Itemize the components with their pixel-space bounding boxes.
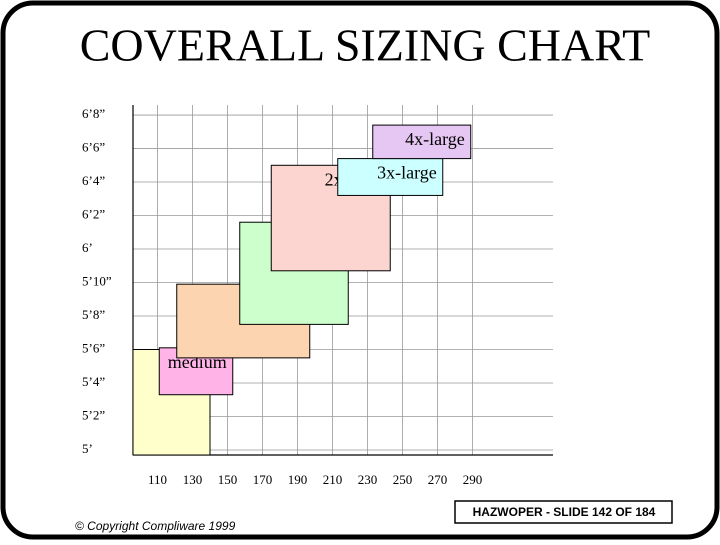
x-tick-label: 130 [183, 472, 203, 487]
size-box [337, 158, 444, 196]
y-tick-label: 5’6” [82, 340, 105, 355]
x-tick-label: 150 [218, 472, 238, 487]
y-tick-label: 5’ [82, 441, 93, 456]
x-tick-label: 290 [463, 472, 483, 487]
y-tick-label: 5’4” [82, 374, 105, 389]
y-tick-label: 6’ [82, 240, 93, 255]
slide-number: HAZWOPER - SLIDE 142 OF 184 [473, 505, 656, 519]
plot: 6’8” 6’6” 6’4” 6’2” 6’ 5’10” 5’8” 5’6” 5’4” 5’2” 5… [82, 105, 553, 487]
copyright: © Copyright Compliware 1999 [75, 519, 236, 533]
x-tick-label: 170 [253, 472, 273, 487]
y-tick-label: 6’2” [82, 207, 105, 222]
y-tick-label: 6’4” [82, 173, 105, 188]
x-tick-label: 110 [148, 472, 167, 487]
y-tick-label: 5’10” [82, 273, 112, 288]
y-tick-label: 5’2” [82, 407, 105, 422]
x-tick-label: 250 [393, 472, 413, 487]
x-tick-label: 230 [358, 472, 378, 487]
size-label: 4x-large [405, 129, 465, 149]
size-label: 3x-large [377, 163, 437, 183]
chart-title: COVERALL SIZING CHART [80, 20, 651, 71]
y-tick-label: 6’8” [82, 106, 105, 121]
x-tick-label: 210 [323, 472, 343, 487]
x-tick-label: 270 [428, 472, 448, 487]
y-tick-label: 5’8” [82, 307, 105, 322]
size-box [372, 124, 472, 160]
x-tick-label: 190 [288, 472, 308, 487]
slide-number-box [454, 500, 673, 524]
y-tick-label: 6’6” [82, 140, 105, 155]
